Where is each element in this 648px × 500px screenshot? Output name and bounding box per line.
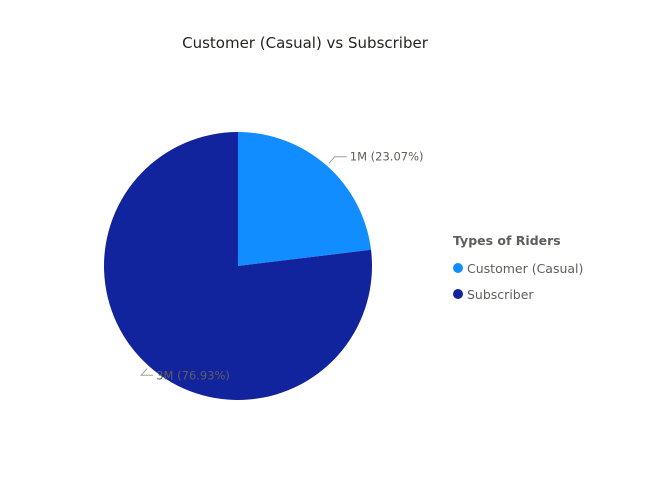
leader-line-customer	[328, 156, 347, 164]
pie-slice-customer[interactable]	[238, 132, 372, 266]
legend-marker-customer	[453, 263, 463, 273]
chart-title: Customer (Casual) vs Subscriber	[182, 34, 428, 52]
legend-title: Types of Riders	[453, 233, 561, 248]
legend-item-customer[interactable]: Customer (Casual)	[453, 255, 583, 281]
leader-line-subscriber	[140, 368, 154, 376]
legend-label-subscriber: Subscriber	[467, 286, 534, 302]
legend-marker-subscriber	[453, 289, 463, 299]
legend-item-subscriber[interactable]: Subscriber	[453, 281, 583, 307]
pie-slice-subscriber[interactable]	[104, 132, 372, 400]
legend-label-customer: Customer (Casual)	[467, 260, 584, 276]
legend: Types of Riders Customer (Casual) Subscr…	[453, 233, 583, 307]
data-label-customer: 1M (23.07%)	[350, 150, 424, 164]
data-label-subscriber: 3M (76.93%)	[156, 368, 230, 382]
